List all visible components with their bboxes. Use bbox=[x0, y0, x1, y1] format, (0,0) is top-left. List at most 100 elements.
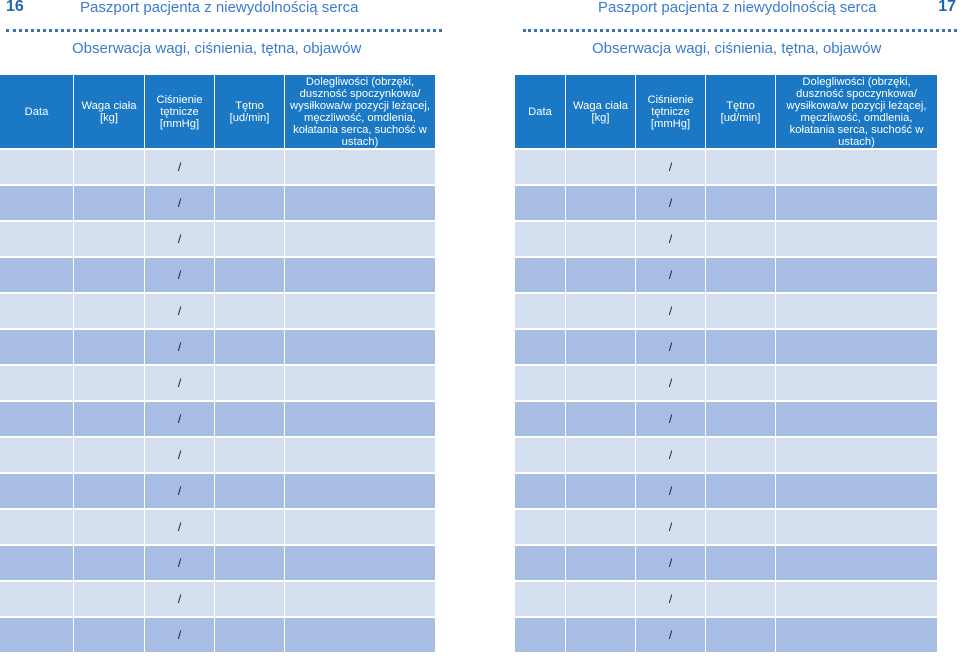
pulse-cell[interactable] bbox=[706, 402, 776, 436]
weight-cell[interactable] bbox=[566, 330, 636, 364]
symptoms-cell[interactable] bbox=[285, 258, 435, 292]
pulse-cell[interactable] bbox=[215, 402, 285, 436]
blood-pressure-cell[interactable]: / bbox=[636, 582, 706, 616]
blood-pressure-cell[interactable]: / bbox=[636, 150, 706, 184]
blood-pressure-cell[interactable]: / bbox=[636, 402, 706, 436]
pulse-cell[interactable] bbox=[215, 546, 285, 580]
symptoms-cell[interactable] bbox=[776, 366, 937, 400]
symptoms-cell[interactable] bbox=[776, 582, 937, 616]
pulse-cell[interactable] bbox=[706, 438, 776, 472]
pulse-cell[interactable] bbox=[215, 438, 285, 472]
weight-cell[interactable] bbox=[74, 510, 145, 544]
weight-cell[interactable] bbox=[74, 222, 145, 256]
date-cell[interactable] bbox=[515, 474, 566, 508]
weight-cell[interactable] bbox=[566, 474, 636, 508]
symptoms-cell[interactable] bbox=[285, 618, 435, 652]
blood-pressure-cell[interactable]: / bbox=[145, 546, 215, 580]
date-cell[interactable] bbox=[515, 366, 566, 400]
date-cell[interactable] bbox=[0, 258, 74, 292]
pulse-cell[interactable] bbox=[215, 222, 285, 256]
pulse-cell[interactable] bbox=[215, 294, 285, 328]
date-cell[interactable] bbox=[0, 330, 74, 364]
date-cell[interactable] bbox=[0, 474, 74, 508]
symptoms-cell[interactable] bbox=[776, 474, 937, 508]
blood-pressure-cell[interactable]: / bbox=[145, 258, 215, 292]
weight-cell[interactable] bbox=[74, 366, 145, 400]
blood-pressure-cell[interactable]: / bbox=[636, 618, 706, 652]
symptoms-cell[interactable] bbox=[285, 510, 435, 544]
symptoms-cell[interactable] bbox=[285, 438, 435, 472]
blood-pressure-cell[interactable]: / bbox=[636, 222, 706, 256]
weight-cell[interactable] bbox=[566, 402, 636, 436]
pulse-cell[interactable] bbox=[706, 294, 776, 328]
symptoms-cell[interactable] bbox=[776, 618, 937, 652]
weight-cell[interactable] bbox=[74, 546, 145, 580]
date-cell[interactable] bbox=[515, 294, 566, 328]
symptoms-cell[interactable] bbox=[285, 546, 435, 580]
date-cell[interactable] bbox=[515, 222, 566, 256]
symptoms-cell[interactable] bbox=[285, 186, 435, 220]
date-cell[interactable] bbox=[0, 618, 74, 652]
pulse-cell[interactable] bbox=[706, 150, 776, 184]
date-cell[interactable] bbox=[0, 186, 74, 220]
weight-cell[interactable] bbox=[566, 366, 636, 400]
symptoms-cell[interactable] bbox=[285, 222, 435, 256]
symptoms-cell[interactable] bbox=[776, 402, 937, 436]
blood-pressure-cell[interactable]: / bbox=[636, 294, 706, 328]
blood-pressure-cell[interactable]: / bbox=[145, 438, 215, 472]
pulse-cell[interactable] bbox=[706, 258, 776, 292]
date-cell[interactable] bbox=[515, 618, 566, 652]
weight-cell[interactable] bbox=[74, 330, 145, 364]
date-cell[interactable] bbox=[0, 294, 74, 328]
weight-cell[interactable] bbox=[74, 618, 145, 652]
blood-pressure-cell[interactable]: / bbox=[145, 474, 215, 508]
symptoms-cell[interactable] bbox=[285, 402, 435, 436]
weight-cell[interactable] bbox=[74, 294, 145, 328]
date-cell[interactable] bbox=[0, 222, 74, 256]
blood-pressure-cell[interactable]: / bbox=[636, 474, 706, 508]
date-cell[interactable] bbox=[515, 402, 566, 436]
weight-cell[interactable] bbox=[74, 186, 145, 220]
symptoms-cell[interactable] bbox=[776, 150, 937, 184]
pulse-cell[interactable] bbox=[706, 366, 776, 400]
blood-pressure-cell[interactable]: / bbox=[145, 402, 215, 436]
weight-cell[interactable] bbox=[566, 438, 636, 472]
blood-pressure-cell[interactable]: / bbox=[145, 294, 215, 328]
symptoms-cell[interactable] bbox=[285, 330, 435, 364]
symptoms-cell[interactable] bbox=[776, 294, 937, 328]
blood-pressure-cell[interactable]: / bbox=[636, 186, 706, 220]
blood-pressure-cell[interactable]: / bbox=[145, 582, 215, 616]
pulse-cell[interactable] bbox=[215, 474, 285, 508]
date-cell[interactable] bbox=[0, 510, 74, 544]
weight-cell[interactable] bbox=[566, 546, 636, 580]
symptoms-cell[interactable] bbox=[285, 366, 435, 400]
pulse-cell[interactable] bbox=[706, 474, 776, 508]
symptoms-cell[interactable] bbox=[776, 510, 937, 544]
symptoms-cell[interactable] bbox=[285, 582, 435, 616]
weight-cell[interactable] bbox=[74, 582, 145, 616]
pulse-cell[interactable] bbox=[215, 510, 285, 544]
blood-pressure-cell[interactable]: / bbox=[145, 186, 215, 220]
pulse-cell[interactable] bbox=[706, 546, 776, 580]
symptoms-cell[interactable] bbox=[776, 186, 937, 220]
blood-pressure-cell[interactable]: / bbox=[636, 330, 706, 364]
date-cell[interactable] bbox=[0, 150, 74, 184]
date-cell[interactable] bbox=[0, 546, 74, 580]
pulse-cell[interactable] bbox=[215, 582, 285, 616]
blood-pressure-cell[interactable]: / bbox=[145, 222, 215, 256]
weight-cell[interactable] bbox=[566, 222, 636, 256]
date-cell[interactable] bbox=[515, 150, 566, 184]
blood-pressure-cell[interactable]: / bbox=[636, 510, 706, 544]
weight-cell[interactable] bbox=[74, 402, 145, 436]
date-cell[interactable] bbox=[515, 258, 566, 292]
weight-cell[interactable] bbox=[566, 150, 636, 184]
weight-cell[interactable] bbox=[566, 618, 636, 652]
weight-cell[interactable] bbox=[74, 258, 145, 292]
weight-cell[interactable] bbox=[74, 438, 145, 472]
blood-pressure-cell[interactable]: / bbox=[636, 546, 706, 580]
blood-pressure-cell[interactable]: / bbox=[145, 150, 215, 184]
weight-cell[interactable] bbox=[566, 186, 636, 220]
pulse-cell[interactable] bbox=[706, 582, 776, 616]
blood-pressure-cell[interactable]: / bbox=[145, 330, 215, 364]
pulse-cell[interactable] bbox=[215, 186, 285, 220]
